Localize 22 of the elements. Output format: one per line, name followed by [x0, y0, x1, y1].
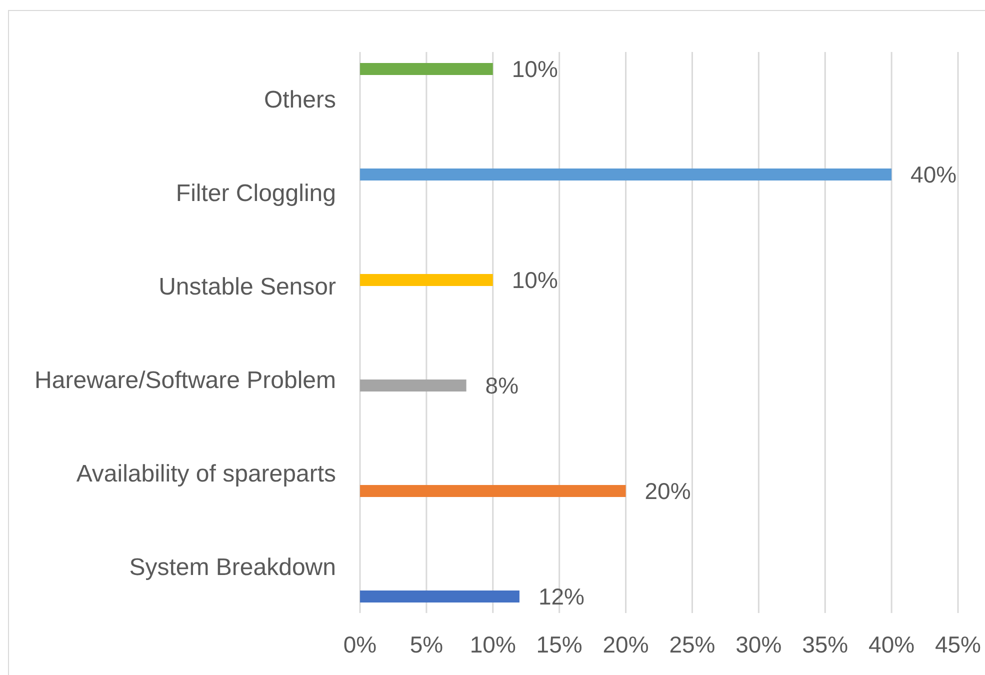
data-label: 10%: [512, 267, 558, 293]
data-label: 12%: [538, 584, 585, 610]
x-tick-label: 35%: [802, 631, 848, 658]
x-tick-label: 30%: [736, 631, 782, 658]
x-tick-label: 25%: [669, 631, 716, 658]
x-tick-label: 45%: [934, 631, 982, 658]
y-tick-label: Availability of spareparts: [76, 460, 336, 488]
x-tick-label: 5%: [410, 631, 444, 658]
data-label: 10%: [512, 56, 558, 82]
data-label: 40%: [910, 162, 957, 188]
y-tick-label: Unstable Sensor: [158, 273, 336, 300]
data-label: 20%: [644, 478, 691, 504]
x-tick-label: 10%: [470, 631, 516, 658]
y-tick-label: Filter Cloggling: [176, 180, 336, 207]
y-tick-label: Hareware/Software Problem: [34, 366, 336, 394]
x-tick-label: 15%: [536, 631, 582, 658]
data-label: 8%: [485, 372, 519, 398]
x-tick-label: 40%: [868, 631, 915, 658]
y-tick-label: System Breakdown: [129, 554, 336, 581]
x-tick-label: 20%: [602, 631, 649, 658]
x-tick-label: 0%: [343, 631, 377, 658]
y-tick-label: Others: [264, 86, 336, 114]
